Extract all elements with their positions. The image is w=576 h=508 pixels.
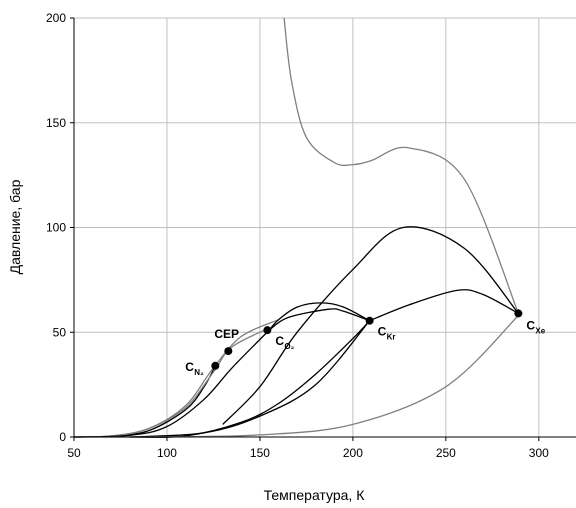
x-tick-label: 200: [343, 446, 363, 460]
series-line-4: [73, 329, 270, 438]
series-line-7: [369, 289, 519, 322]
critical-point-subscript: N₂: [194, 368, 204, 377]
series-line-9: [222, 226, 519, 425]
curves: [73, 17, 520, 438]
y-axis-title: Давление, бар: [7, 179, 23, 274]
y-tick-label: 100: [46, 221, 66, 235]
critical-point-label: C: [378, 325, 387, 339]
axes: [70, 17, 576, 441]
x-tick-label: 150: [250, 446, 270, 460]
critical-point-label: CEP: [214, 327, 239, 341]
critical-point-marker: [263, 326, 272, 335]
x-tick-label: 250: [436, 446, 456, 460]
series-line-3: [73, 327, 270, 438]
critical-point-label: C: [185, 360, 194, 374]
x-tick-label: 100: [157, 446, 177, 460]
series-line-10: [129, 320, 371, 438]
y-tick-label: 0: [59, 430, 66, 444]
critical-point-label: C: [275, 334, 284, 348]
series-line-5: [268, 302, 370, 331]
y-tick-label: 200: [46, 11, 66, 25]
series-line-6: [268, 308, 370, 331]
series-line-8: [129, 320, 371, 438]
critical-point-marker: [514, 309, 523, 318]
critical-point-marker: [224, 347, 233, 356]
critical-point-subscript: O₂: [284, 342, 294, 351]
y-tick-label: 50: [53, 325, 67, 339]
x-tick-label: 300: [529, 446, 549, 460]
y-tick-label: 150: [46, 116, 66, 130]
x-axis-title: Температура, К: [264, 487, 366, 503]
grid: [74, 17, 576, 437]
x-tick-label: 50: [67, 446, 81, 460]
series-line-12: [283, 17, 520, 314]
critical-point-subscript: Xe: [535, 326, 545, 335]
critical-point-subscript: Kr: [387, 333, 396, 342]
critical-point-marker: [365, 316, 374, 325]
critical-point-label: C: [526, 318, 535, 332]
critical-point-marker: [211, 361, 220, 370]
